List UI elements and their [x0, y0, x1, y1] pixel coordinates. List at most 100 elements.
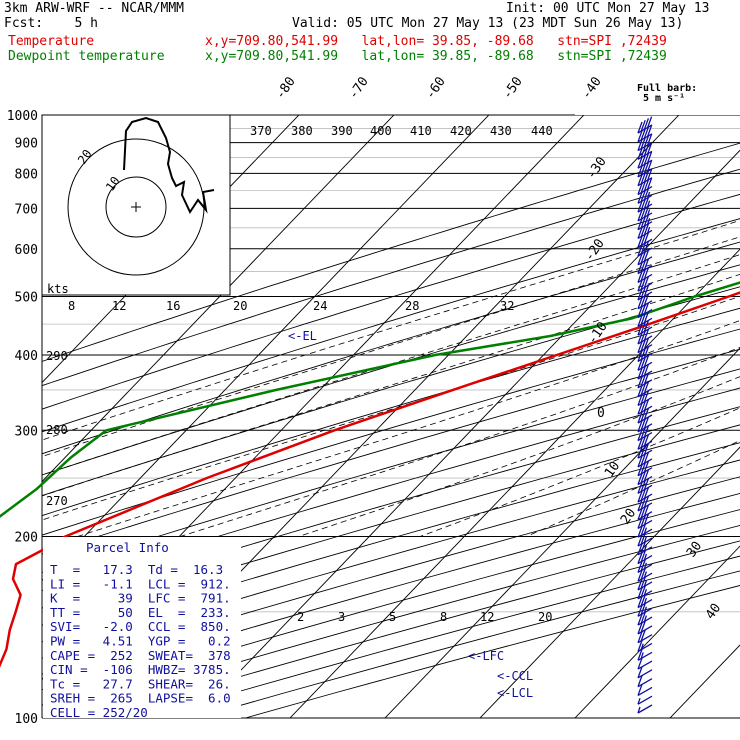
wind-barb-full [637, 148, 643, 160]
wind-barb [637, 188, 653, 204]
wind-barb-full [640, 313, 646, 325]
parcel-panel-row: TT = 50 EL = 233. [50, 605, 231, 620]
wind-barb-full [637, 578, 643, 591]
wind-barb-full [640, 453, 646, 466]
wind-barb-full [640, 480, 646, 492]
isotherm-label: -30 [584, 154, 610, 182]
wind-barb-full [637, 332, 643, 345]
wind-barb-full [637, 271, 643, 283]
dry-adiabat-350 [42, 368, 740, 574]
level-marker-el: <-EL [288, 329, 317, 343]
wind-barb [637, 478, 653, 494]
wind-barb-full [637, 402, 643, 415]
wind-barb-full [646, 116, 653, 128]
wind-barb [637, 640, 653, 653]
theta-lower-label: 280 [46, 423, 68, 437]
valid-time: Valid: 05 UTC Mon 27 May 13 (23 MDT Sun … [292, 16, 684, 31]
wind-barb [637, 206, 653, 222]
wind-barb-full [643, 381, 650, 394]
parcel-panel-row: T = 17.3 Td = 16.3 [50, 562, 223, 577]
wind-barb-full [640, 243, 646, 255]
wind-barb-full [640, 348, 646, 360]
wind-barb-full [640, 612, 646, 624]
wind-barb-full [643, 504, 650, 517]
dry-adiabat-340 [42, 348, 740, 555]
isotherm-label: -50 [500, 74, 526, 102]
wind-barb-full [637, 446, 643, 459]
wind-barb-full [640, 559, 646, 571]
isotherm-label: 0 [597, 406, 605, 421]
mixing-ratio-lower-label: 5 [389, 610, 396, 624]
wind-barb [637, 550, 653, 565]
theta-label: 380 [291, 124, 313, 138]
wind-barb [637, 443, 653, 459]
wind-barb-full [640, 515, 646, 527]
wind-barb-full [637, 543, 643, 556]
isotherm--20 [289, 248, 740, 718]
wind-barb-full [640, 330, 646, 343]
parcel-panel-row: CIN = -106 HWBZ= 3785. [50, 662, 231, 677]
wind-barb-full [637, 534, 643, 547]
wind-barb-full [637, 209, 643, 222]
wind-barb-full [643, 126, 650, 139]
wind-barb-full [643, 452, 650, 464]
wind-barb-full [640, 401, 646, 413]
wind-barb-full [637, 236, 643, 248]
wind-barb-full [643, 373, 650, 385]
wind-barb-full [643, 179, 650, 192]
wind-barb-full [640, 269, 646, 281]
wind-barb-half [643, 562, 648, 569]
parcel-panel-row: CAPE = 252 SWEAT= 378 [50, 648, 231, 663]
parcel-panel-row: LI = -1.1 LCL = 912. [50, 576, 231, 591]
wind-barb-half [643, 580, 648, 587]
wind-barb-full [640, 383, 646, 396]
wind-barb-full [643, 478, 650, 490]
wind-barb-staff [637, 704, 653, 714]
wind-barb-full [640, 489, 646, 501]
wind-barb-half [643, 571, 648, 578]
theta-label: 410 [410, 124, 432, 138]
mixing-ratio-upper-label: 8 [68, 299, 75, 313]
wind-barb-full [637, 569, 643, 582]
init-time: Init: 00 UTC Mon 27 May 13 [506, 1, 710, 16]
moist-adiabat-24 [180, 346, 740, 537]
wind-barb-staff [637, 686, 653, 696]
wind-barb-full [637, 262, 643, 274]
theta-label: 440 [531, 124, 553, 138]
wind-barb-full [643, 390, 650, 403]
wind-barb-full [640, 199, 646, 211]
wind-barb-full [643, 425, 650, 438]
mixing-ratio-lower-label: 8 [440, 610, 447, 624]
pressure-tick-label: 400 [15, 349, 38, 364]
wind-barb-full [643, 329, 650, 341]
wind-barb-full [637, 315, 643, 327]
wind-barb-staff [637, 695, 653, 705]
pressure-tick-label: 900 [15, 137, 38, 152]
wind-barb-full [643, 197, 650, 209]
full-barb-label: Full barb: [637, 83, 698, 94]
wind-barb-full [640, 163, 646, 176]
wind-barb-full [640, 251, 646, 264]
theta-label: 370 [250, 124, 272, 138]
wind-barb-full [643, 443, 650, 455]
theta-label: 420 [450, 124, 472, 138]
wind-barb-full [643, 399, 650, 411]
wind-barb-full [637, 482, 643, 494]
parcel-panel-row: SREH = 265 LAPSE= 6.0 [50, 691, 231, 706]
dry-adiabat-370 [42, 406, 740, 609]
dry-adiabat-290 [42, 241, 740, 455]
wind-barb-full [646, 151, 653, 163]
wind-barb [637, 169, 653, 187]
wind-barb-full [640, 427, 646, 439]
pressure-tick-label: 300 [15, 424, 38, 439]
wind-barb [637, 675, 653, 688]
isotherm--30 [194, 149, 740, 718]
moist-adiabat-28 [298, 376, 740, 537]
dry-adiabat-330 [42, 328, 740, 536]
wind-barb [637, 666, 653, 679]
theta-lower-label: 270 [46, 494, 68, 508]
wind-barb-full [640, 418, 646, 431]
dry-adiabat-270 [42, 193, 740, 410]
wind-barb-full [640, 366, 646, 378]
